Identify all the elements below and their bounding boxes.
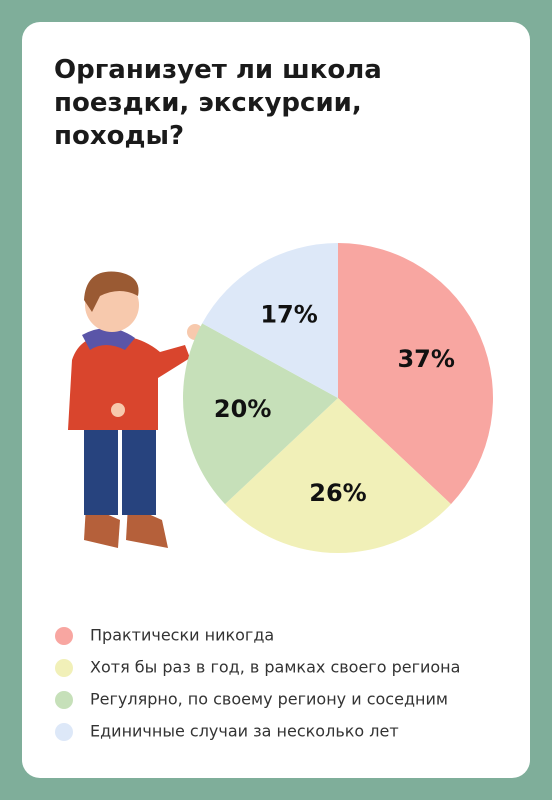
chart-title: Организует ли школа поездки, экскурсии, … — [54, 55, 382, 151]
legend-marker — [55, 659, 73, 677]
data-label: 37% — [397, 345, 454, 373]
legend-label: Хотя бы раз в год, в рамках своего регио… — [90, 658, 460, 677]
legend-marker — [55, 691, 73, 709]
legend-label: Практически никогда — [90, 626, 274, 645]
boy-illustration — [68, 271, 203, 548]
legend-label: Единичные случаи за несколько лет — [90, 722, 399, 741]
pie-slice — [182, 323, 338, 505]
data-label: 26% — [309, 479, 366, 507]
pie-slice — [338, 243, 493, 505]
pie-slice — [202, 243, 338, 398]
data-label: 20% — [214, 395, 271, 423]
pie-slice — [225, 398, 451, 553]
legend-label: Регулярно, по своему региону и соседним — [90, 690, 448, 709]
legend-marker — [55, 627, 73, 645]
data-label: 17% — [260, 300, 317, 328]
legend-marker — [55, 723, 73, 741]
